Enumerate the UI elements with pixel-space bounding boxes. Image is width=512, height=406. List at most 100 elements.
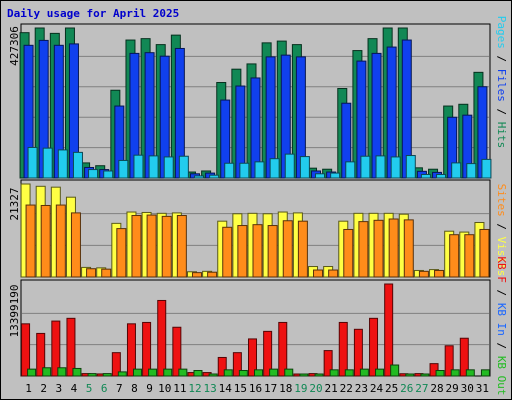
bar-kb-f-day-18 — [278, 321, 288, 377]
chart-title: Daily usage for April 2025 — [7, 7, 180, 20]
bar-sites-day-21 — [328, 269, 339, 278]
bar-kb-out-day-20 — [314, 373, 324, 377]
bar-kb-f-day-15 — [232, 352, 242, 377]
bar-kb-f-day-2 — [36, 332, 46, 377]
day-label: 17 — [264, 382, 278, 395]
bar-pages-day-6 — [103, 170, 114, 179]
bar-sites-day-7 — [116, 228, 127, 278]
day-label: 9 — [146, 382, 153, 395]
day-label: 7 — [116, 382, 123, 395]
day-label: 14 — [218, 382, 232, 395]
bar-pages-day-4 — [72, 151, 83, 179]
bar-sites-day-31 — [479, 228, 490, 278]
bar-pages-day-9 — [148, 155, 159, 179]
bar-sites-day-22 — [343, 228, 354, 278]
bar-sites-day-17 — [267, 225, 278, 278]
day-label: 2 — [40, 382, 47, 395]
bar-pages-day-30 — [466, 163, 477, 179]
day-label: 18 — [279, 382, 293, 395]
bar-sites-day-14 — [222, 226, 233, 278]
bar-sites-day-16 — [252, 224, 263, 278]
bar-pages-day-20 — [315, 173, 326, 179]
bar-kb-out-day-13 — [208, 373, 218, 377]
bar-kb-out-day-3 — [57, 367, 67, 377]
bar-pages-day-11 — [178, 155, 189, 179]
bar-pages-day-24 — [375, 155, 386, 179]
day-label: 6 — [100, 382, 108, 395]
bar-kb-f-day-8 — [126, 323, 136, 377]
bar-pages-day-10 — [163, 156, 174, 179]
bar-kb-f-day-21 — [323, 350, 333, 377]
day-label: 12 — [188, 382, 202, 395]
bar-kb-out-day-17 — [269, 368, 279, 377]
bar-kb-out-day-11 — [178, 368, 188, 377]
bar-pages-day-15 — [239, 162, 250, 179]
day-label: 28 — [430, 382, 444, 395]
bar-pages-day-19 — [299, 156, 310, 179]
bar-sites-day-3 — [55, 204, 66, 278]
bar-kb-f-day-11 — [172, 326, 182, 377]
bar-kb-out-day-30 — [465, 369, 475, 377]
day-label: 4 — [70, 382, 78, 395]
bar-sites-day-12 — [191, 272, 202, 278]
day-label: 15 — [233, 382, 247, 395]
bar-pages-day-28 — [436, 173, 447, 179]
bar-pages-day-3 — [57, 149, 68, 179]
bar-kb-out-day-9 — [148, 368, 158, 377]
bar-pages-day-1 — [27, 146, 38, 179]
bar-pages-day-23 — [360, 155, 371, 179]
bar-kb-f-day-9 — [142, 321, 152, 377]
bar-kb-f-day-23 — [353, 328, 363, 377]
bar-pages-day-16 — [254, 161, 265, 179]
bar-sites-day-24 — [373, 219, 384, 278]
day-label: 27 — [415, 382, 429, 395]
bar-sites-day-29 — [449, 234, 460, 278]
bar-pages-day-8 — [133, 154, 144, 179]
bar-sites-day-30 — [464, 234, 475, 278]
bar-sites-day-13 — [207, 271, 218, 278]
bar-kb-f-day-17 — [263, 330, 273, 377]
day-label: 5 — [85, 382, 93, 395]
bar-pages-day-18 — [284, 153, 295, 179]
bar-sites-day-2 — [40, 204, 51, 278]
bar-kb-out-day-10 — [163, 368, 173, 377]
bar-kb-out-day-4 — [72, 367, 82, 377]
day-label: 24 — [369, 382, 384, 395]
bar-kb-f-day-10 — [157, 299, 167, 377]
bar-kb-out-day-1 — [27, 368, 37, 377]
day-label: 25 — [385, 382, 399, 395]
bar-kb-f-day-24 — [369, 317, 379, 377]
bar-sites-day-26 — [403, 219, 414, 278]
bar-kb-f-day-1 — [21, 323, 31, 377]
bar-pages-day-29 — [451, 162, 462, 179]
bar-kb-out-day-5 — [87, 373, 97, 377]
bar-pages-day-25 — [390, 156, 401, 179]
bar-kb-out-day-21 — [329, 369, 339, 377]
bar-pages-day-22 — [345, 161, 356, 179]
bar-pages-day-5 — [88, 169, 99, 179]
bar-kb-f-day-4 — [66, 317, 76, 377]
bar-pages-day-2 — [42, 147, 53, 179]
bar-pages-day-27 — [420, 173, 431, 179]
bar-kb-out-day-18 — [284, 368, 294, 377]
bar-kb-out-day-29 — [450, 369, 460, 377]
bar-kb-out-day-15 — [238, 370, 248, 377]
day-label: 29 — [445, 382, 459, 395]
day-label: 26 — [400, 382, 414, 395]
bar-pages-day-21 — [330, 172, 341, 179]
bar-sites-day-5 — [86, 268, 97, 278]
bar-pages-day-13 — [209, 174, 220, 179]
day-label: 22 — [339, 382, 353, 395]
day-label: 31 — [475, 382, 490, 395]
day-label: 3 — [55, 382, 63, 395]
day-label: 8 — [131, 382, 138, 395]
bar-sites-day-4 — [70, 212, 81, 278]
bar-sites-day-8 — [131, 215, 142, 278]
bar-pages-day-12 — [193, 175, 204, 179]
bar-kb-f-day-22 — [338, 321, 348, 377]
bar-sites-day-25 — [388, 218, 399, 278]
bar-sites-day-27 — [418, 270, 429, 278]
bar-kb-f-day-25 — [384, 283, 394, 377]
bar-sites-day-18 — [282, 220, 293, 278]
